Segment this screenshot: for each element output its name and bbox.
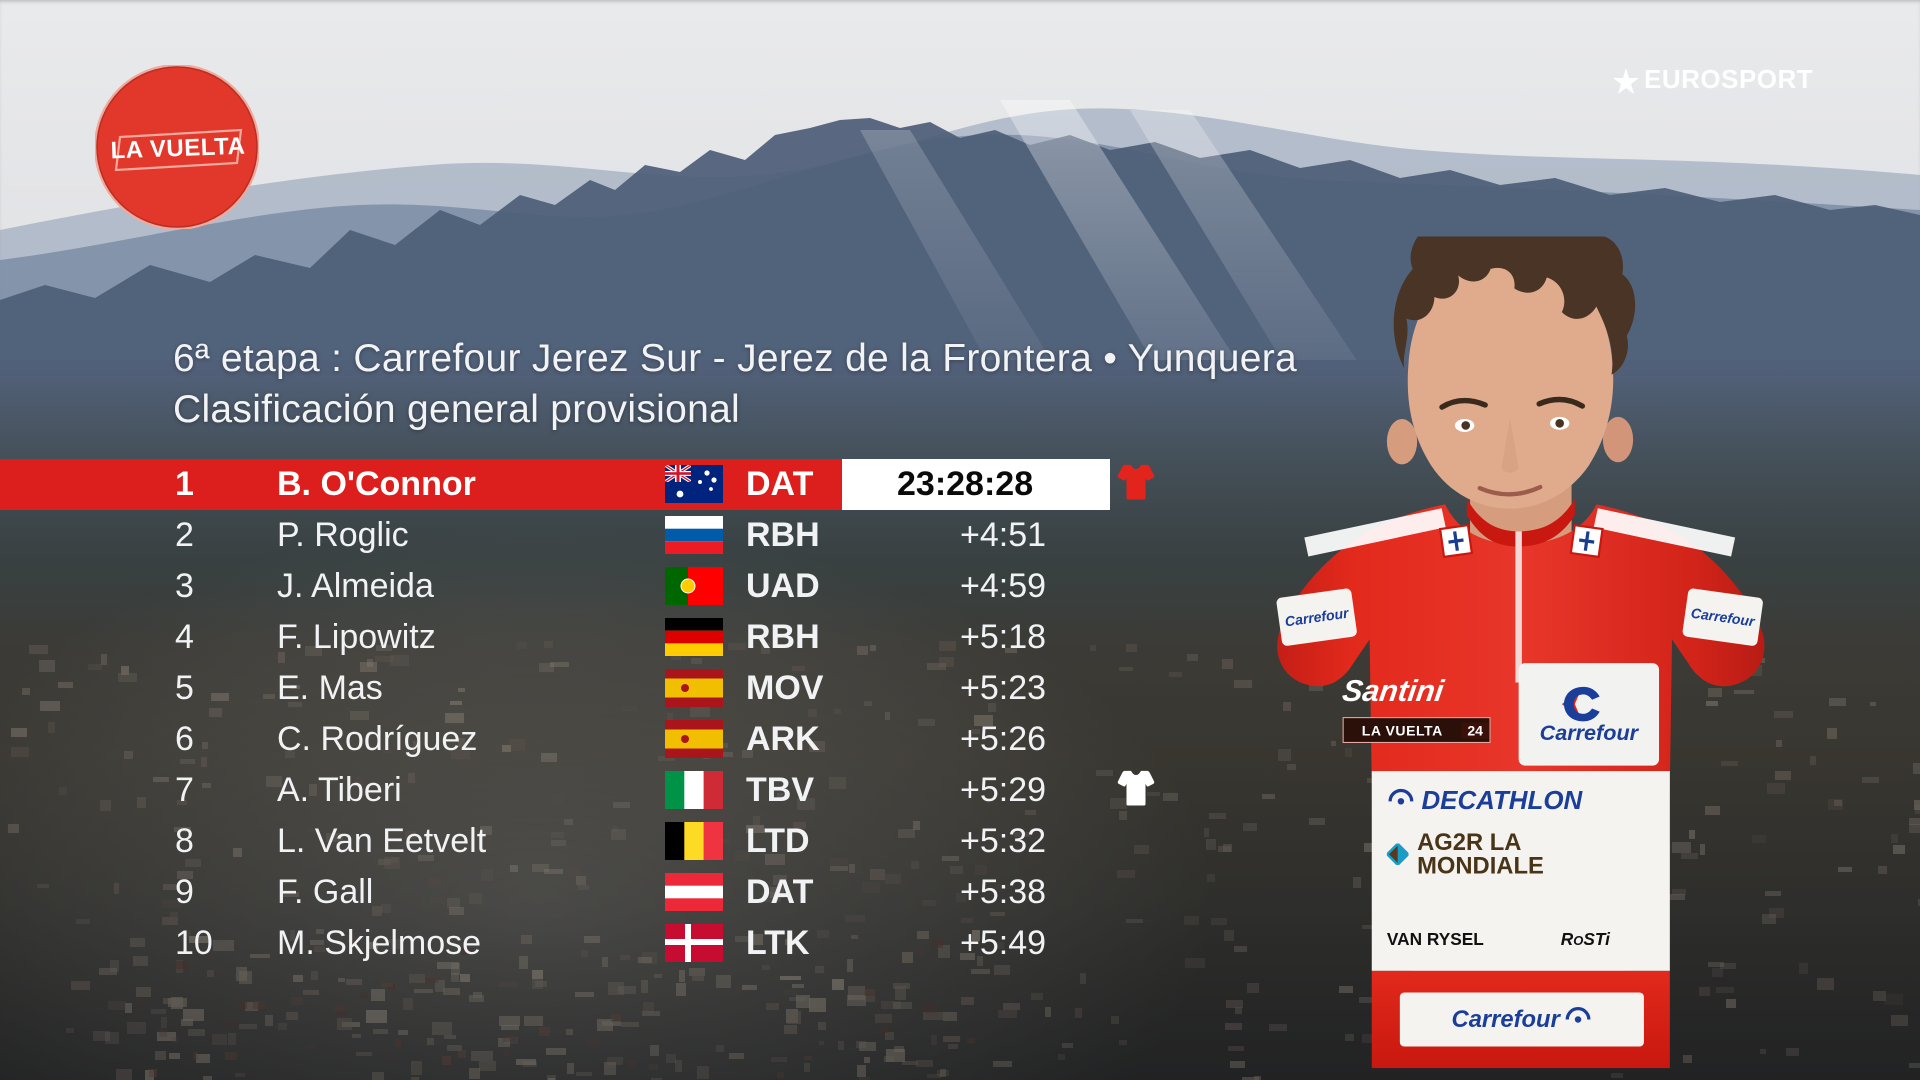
svg-text:LA VUELTA: LA VUELTA (110, 133, 246, 165)
svg-text:EUROSPORT: EUROSPORT (1644, 64, 1813, 94)
